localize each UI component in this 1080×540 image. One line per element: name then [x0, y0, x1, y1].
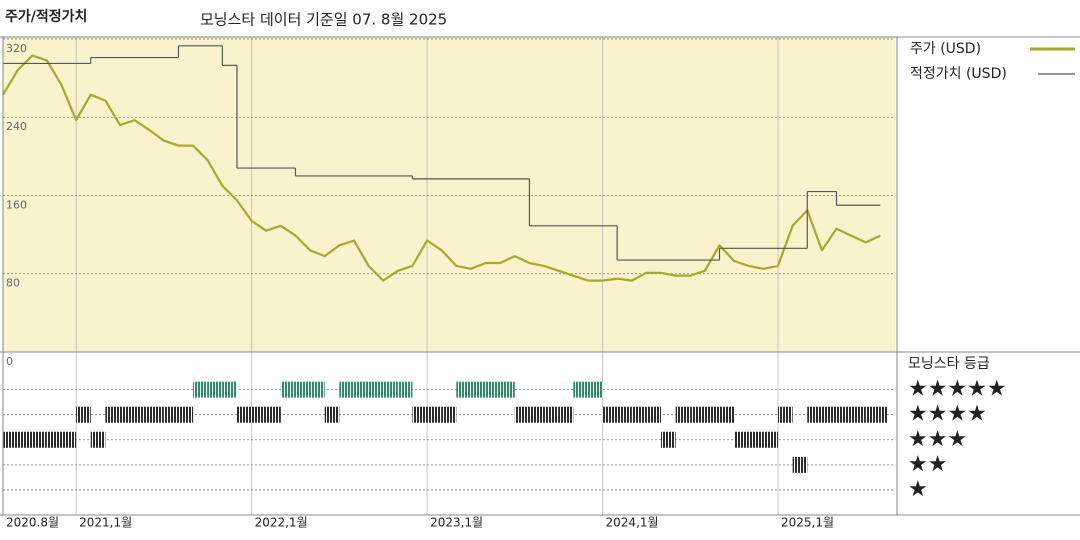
rating-bar	[529, 406, 545, 423]
chart-subtitle: 모닝스타 데이터 기준일 07. 8월 2025	[200, 11, 447, 29]
rating-bar	[397, 381, 413, 398]
rating-bar	[792, 456, 808, 473]
rating-bar	[485, 381, 501, 398]
rating-bar	[193, 381, 208, 398]
rating-bar	[76, 406, 91, 423]
x-tick-label: 2022,1월	[255, 516, 308, 530]
y-tick-label: 80	[6, 277, 20, 290]
chart-title: 주가/적정가치	[5, 8, 87, 25]
rating-bar	[631, 406, 647, 423]
rating-level-label: ★★★★	[908, 402, 987, 427]
rating-bar	[558, 406, 574, 423]
rating-bar	[412, 406, 428, 423]
rating-bar	[500, 381, 515, 398]
rating-bar	[90, 431, 106, 448]
rating-bar	[719, 406, 735, 423]
rating-bar	[441, 406, 457, 423]
rating-bar	[734, 431, 749, 448]
rating-bar	[573, 381, 588, 398]
rating-bar	[222, 381, 237, 398]
rating-title: 모닝스타 등급	[908, 356, 990, 372]
rating-level-label: ★★★★★	[908, 377, 1007, 402]
rating-level-label: ★★★	[908, 427, 967, 452]
y-tick-label: 320	[6, 42, 27, 55]
legend-label: 주가 (USD)	[910, 41, 981, 57]
rating-bar	[836, 406, 852, 423]
rating-bar	[383, 381, 398, 398]
rating-bar	[32, 431, 47, 448]
rating-bar	[295, 381, 311, 398]
rating-bar	[3, 431, 18, 448]
y-tick-label: 0	[6, 355, 13, 368]
rating-bar	[134, 406, 150, 423]
rating-bar	[105, 406, 120, 423]
rating-bar	[280, 381, 296, 398]
rating-bar	[778, 406, 793, 423]
rating-bar	[324, 406, 340, 423]
x-tick-label: 2024,1월	[606, 516, 659, 530]
rating-bar	[865, 406, 881, 423]
legend-label: 적정가치 (USD)	[910, 66, 1007, 82]
rating-bar	[236, 406, 252, 423]
rating-bar	[748, 431, 764, 448]
rating-bar	[821, 406, 837, 423]
rating-bar	[266, 406, 281, 423]
rating-bar	[646, 406, 662, 423]
rating-bar	[514, 406, 530, 423]
rating-bar	[427, 406, 442, 423]
rating-bar	[207, 381, 223, 398]
rating-bar	[470, 381, 486, 398]
x-tick-label: 2021,1월	[79, 516, 132, 530]
y-tick-label: 240	[6, 120, 27, 133]
rating-level-label: ★★	[908, 452, 947, 477]
rating-bar	[339, 381, 354, 398]
rating-bar	[17, 431, 33, 448]
x-tick-label: 2025,1월	[781, 516, 834, 530]
rating-bar	[704, 406, 720, 423]
rating-bar	[456, 381, 471, 398]
y-tick-label: 160	[6, 198, 27, 211]
rating-bar	[602, 406, 618, 423]
rating-bar	[763, 431, 779, 448]
x-tick-label: 2020.8월	[6, 516, 59, 530]
rating-bar	[544, 406, 559, 423]
rating-bar	[807, 406, 822, 423]
rating-level-label: ★	[908, 477, 928, 502]
rating-bar	[880, 406, 887, 423]
price-line	[2, 54, 881, 282]
rating-bar	[61, 431, 77, 448]
rating-bar	[310, 381, 325, 398]
rating-bar	[617, 406, 632, 423]
rating-bar	[251, 406, 267, 423]
rating-bar	[368, 381, 384, 398]
rating-bar	[149, 406, 164, 423]
rating-bar	[587, 381, 603, 398]
plot-background	[3, 37, 895, 352]
rating-bar	[353, 381, 369, 398]
rating-bar	[119, 406, 135, 423]
rating-bar	[675, 406, 691, 423]
rating-bar	[661, 431, 676, 448]
rating-bar	[46, 431, 62, 448]
rating-bar	[690, 406, 705, 423]
rating-bar	[178, 406, 194, 423]
x-tick-label: 2023,1월	[430, 516, 483, 530]
rating-bar	[163, 406, 179, 423]
rating-bar	[851, 406, 866, 423]
